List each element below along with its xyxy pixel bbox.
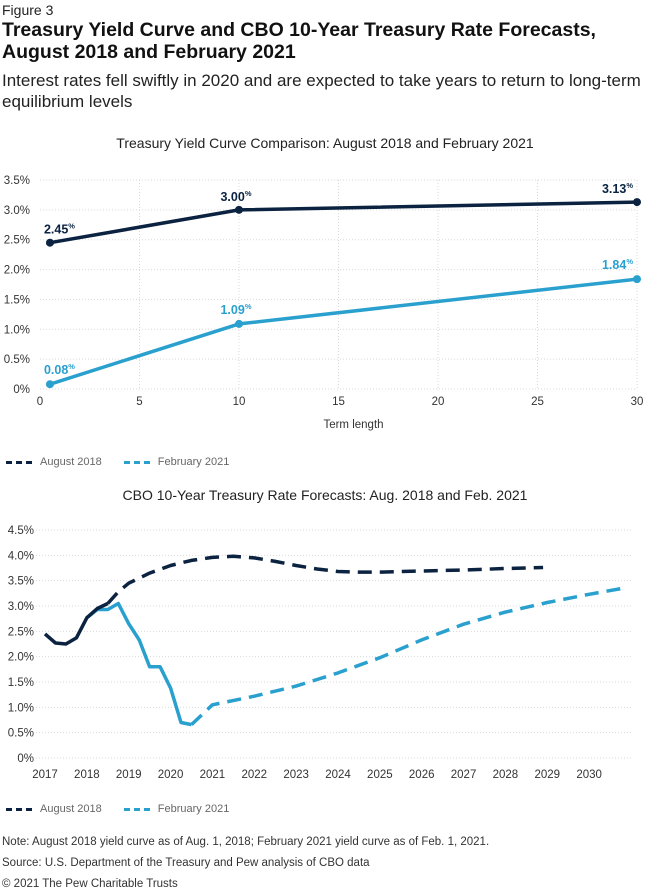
- y-tick-label: 0.5%: [4, 354, 30, 366]
- x-tick-label: 2024: [325, 769, 351, 781]
- data-point-february-2021: [633, 275, 641, 284]
- data-label-february-2021: 1.09%: [220, 302, 251, 317]
- chart2-legend: August 2018 February 2021: [6, 803, 251, 815]
- data-label-february-2021: 0.08%: [44, 362, 75, 377]
- chart1-title: Treasury Yield Curve Comparison: August …: [116, 135, 534, 151]
- y-tick-label: 4.5%: [8, 525, 34, 537]
- y-tick-label: 1.0%: [8, 702, 34, 714]
- footnote-source: Source: U.S. Department of the Treasury …: [2, 857, 370, 869]
- x-tick-label: 2018: [74, 769, 100, 781]
- series-actual-february-2021: [85, 601, 192, 727]
- x-tick-label: 25: [531, 396, 544, 408]
- x-tick-label: 15: [332, 396, 345, 408]
- x-tick-label: 2021: [200, 769, 226, 781]
- series-line-february-2021: [49, 277, 638, 386]
- legend-swatch-february-2021: [123, 807, 150, 811]
- chart1-legend: August 2018 February 2021: [6, 456, 251, 468]
- legend-item-august-2018: August 2018: [6, 456, 102, 468]
- x-tick-label: 2029: [534, 769, 560, 781]
- x-tick-label: 2019: [116, 769, 142, 781]
- legend-label-february-2021: February 2021: [157, 456, 230, 468]
- x-tick-label: 20: [432, 396, 445, 408]
- x-tick-label: 0: [37, 396, 43, 408]
- data-label-unit: %: [626, 181, 633, 190]
- y-tick-label: 0%: [17, 753, 34, 765]
- legend-label-february-2021: February 2021: [157, 803, 230, 815]
- data-label-unit: %: [68, 222, 75, 231]
- data-label-unit: %: [68, 362, 75, 371]
- x-tick-label: 2025: [367, 769, 393, 781]
- figure-subtitle: Interest rates fell swiftly in 2020 and …: [2, 71, 641, 111]
- legend-label-august-2018: August 2018: [40, 456, 102, 468]
- legend-item-february-2021: February 2021: [123, 803, 230, 815]
- cbo-forecast-chart: 0% 0.5% 1.0% 1.5% 2.0% 2.5% 3.0% 3.5% 4.0% 4.5% 20…: [8, 525, 631, 781]
- x-tick-label: 2030: [576, 769, 602, 781]
- x-tick-label: 2020: [158, 769, 184, 781]
- series-forecast-february-2021: [190, 586, 623, 726]
- legend-swatch-august-2018: [6, 807, 32, 811]
- figure-title: Treasury Yield Curve and CBO 10-Year Tre…: [2, 19, 596, 63]
- footnote-note: Note: August 2018 yield curve as of Aug.…: [2, 836, 490, 848]
- y-tick-label: 1.5%: [4, 294, 30, 306]
- data-label-february-2021: 1.84%: [602, 257, 633, 272]
- y-tick-label: 2.5%: [4, 235, 30, 247]
- data-label-august-2018: 3.00%: [220, 189, 251, 204]
- data-label-unit: %: [626, 257, 633, 266]
- x-tick-label: 2028: [493, 769, 519, 781]
- y-tick-label: 1.5%: [8, 677, 34, 689]
- y-tick-label: 2.0%: [4, 265, 30, 277]
- y-tick-label: 3.5%: [4, 175, 30, 187]
- legend-item-february-2021: February 2021: [123, 456, 230, 468]
- yield-curve-chart: 0% 0.5% 1.0% 1.5% 2.0% 2.5% 3.0% 3.5% 0 5 10 15 20 25…: [4, 175, 644, 431]
- x-tick-label: 10: [233, 396, 246, 408]
- x-axis-label: Term length: [323, 419, 383, 431]
- data-point-august-2018: [235, 205, 243, 214]
- x-tick-label: 2017: [32, 769, 58, 781]
- data-label-august-2018: 3.13%: [602, 181, 633, 196]
- data-label-unit: %: [245, 189, 252, 198]
- data-label-unit: %: [245, 302, 252, 311]
- legend-item-august-2018: August 2018: [6, 803, 102, 815]
- x-tick-label: 2027: [451, 769, 477, 781]
- y-tick-label: 3.5%: [8, 576, 34, 588]
- y-tick-label: 0.5%: [8, 728, 34, 740]
- series-line-august-2018: [49, 200, 638, 245]
- data-point-february-2021: [235, 319, 243, 328]
- y-tick-label: 2.5%: [8, 626, 34, 638]
- data-point-february-2021: [45, 380, 54, 389]
- y-tick-label: 3.0%: [4, 205, 30, 217]
- series-actual-august-2018: [43, 601, 109, 646]
- x-tick-label: 5: [136, 396, 142, 408]
- legend-swatch-february-2021: [123, 460, 150, 464]
- x-tick-label: 30: [631, 396, 644, 408]
- x-tick-label: 2022: [241, 769, 267, 781]
- x-tick-label: 2026: [409, 769, 435, 781]
- x-tick-label: 2023: [283, 769, 309, 781]
- legend-label-august-2018: August 2018: [40, 803, 102, 815]
- data-point-august-2018: [45, 238, 54, 247]
- figure-label: Figure 3: [2, 2, 54, 18]
- series-forecast-august-2018: [106, 554, 544, 605]
- data-label-august-2018: 2.45%: [44, 222, 75, 237]
- legend-swatch-august-2018: [6, 460, 32, 464]
- footnote-copyright: © 2021 The Pew Charitable Trusts: [2, 878, 178, 890]
- y-tick-label: 0%: [13, 384, 30, 396]
- y-tick-label: 1.0%: [4, 324, 30, 336]
- y-tick-label: 2.0%: [8, 652, 34, 664]
- chart2-title: CBO 10-Year Treasury Rate Forecasts: Aug…: [122, 487, 528, 503]
- y-tick-label: 3.0%: [8, 601, 34, 613]
- y-tick-label: 4.0%: [8, 550, 34, 562]
- data-point-august-2018: [633, 198, 641, 207]
